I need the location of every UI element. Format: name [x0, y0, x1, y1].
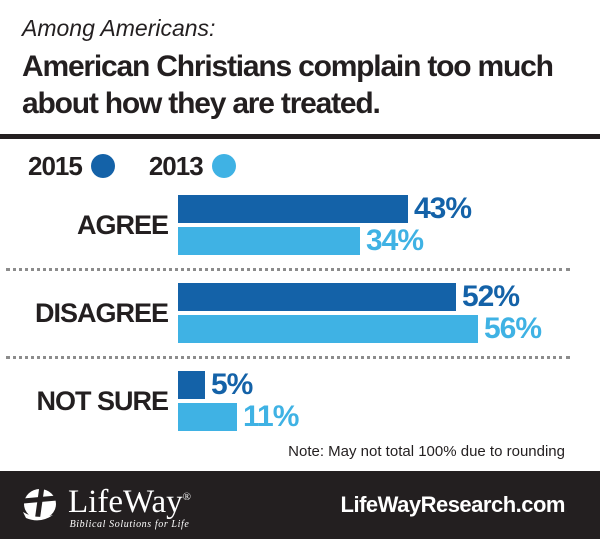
- dotted-divider: [6, 268, 570, 271]
- dotted-divider: [6, 356, 570, 359]
- legend-dot-icon: [211, 154, 236, 178]
- bar-row-2015: 5%: [178, 368, 600, 401]
- value-label: 5%: [211, 368, 253, 401]
- bar-2013-not-sure: [178, 403, 237, 431]
- bar-2013-disagree: [178, 315, 478, 343]
- kicker-text: Among Americans:: [22, 15, 216, 41]
- title-line-2: about how they are treated.: [22, 87, 381, 120]
- category-label: NOT SURE: [36, 385, 169, 416]
- value-label: 56%: [484, 312, 542, 345]
- bar-row-2013: 56%: [178, 312, 600, 345]
- lifeway-wordmark: LifeWay®: [68, 483, 191, 520]
- bar-row-2013: 11%: [178, 400, 600, 433]
- legend-item-2013: 2013: [149, 151, 236, 182]
- bar-2015-not-sure: [178, 371, 205, 399]
- bar-chart: AGREE 43% 34% DISAGREE 52% 56% NOT SURE 5% 11%: [0, 192, 600, 433]
- divider-rule: [0, 134, 600, 139]
- legend: 2015 2013: [28, 151, 600, 181]
- title-line-1: American Christians complain too much: [22, 50, 554, 83]
- category-label: AGREE: [76, 209, 169, 240]
- chart-group-disagree: DISAGREE 52% 56%: [0, 280, 600, 345]
- category-label: DISAGREE: [34, 297, 169, 328]
- lifeway-logo-text: LifeWay® Biblical Solutions for Life: [68, 481, 191, 530]
- lifeway-tagline: Biblical Solutions for Life: [69, 518, 190, 530]
- value-label: 34%: [366, 224, 424, 257]
- bar-2015-disagree: [178, 283, 456, 311]
- value-label: 11%: [243, 400, 299, 433]
- bar-2013-agree: [178, 227, 360, 255]
- registered-mark: ®: [182, 490, 191, 503]
- chart-group-not-sure: NOT SURE 5% 11%: [0, 368, 600, 433]
- legend-label: 2013: [148, 150, 204, 181]
- website-text: LifeWayResearch.com: [340, 492, 566, 517]
- bar-2015-agree: [178, 195, 408, 223]
- footer-bar: LifeWay® Biblical Solutions for Life Lif…: [0, 471, 600, 539]
- value-label: 43%: [414, 192, 472, 225]
- chart-group-agree: AGREE 43% 34%: [0, 192, 600, 257]
- legend-dot-icon: [90, 154, 115, 178]
- footnote: Note: May not total 100% due to rounding: [288, 443, 565, 460]
- bar-row-2015: 43%: [178, 192, 600, 225]
- value-label: 52%: [462, 280, 520, 313]
- legend-label: 2015: [28, 150, 83, 181]
- bar-row-2013: 34%: [178, 224, 600, 257]
- lifeway-globe-cross-icon: [22, 485, 58, 523]
- lifeway-logo: LifeWay® Biblical Solutions for Life: [20, 481, 191, 530]
- page-title: American Christians complain too much ab…: [22, 48, 578, 122]
- bar-row-2015: 52%: [178, 280, 600, 313]
- legend-item-2015: 2015: [28, 151, 115, 182]
